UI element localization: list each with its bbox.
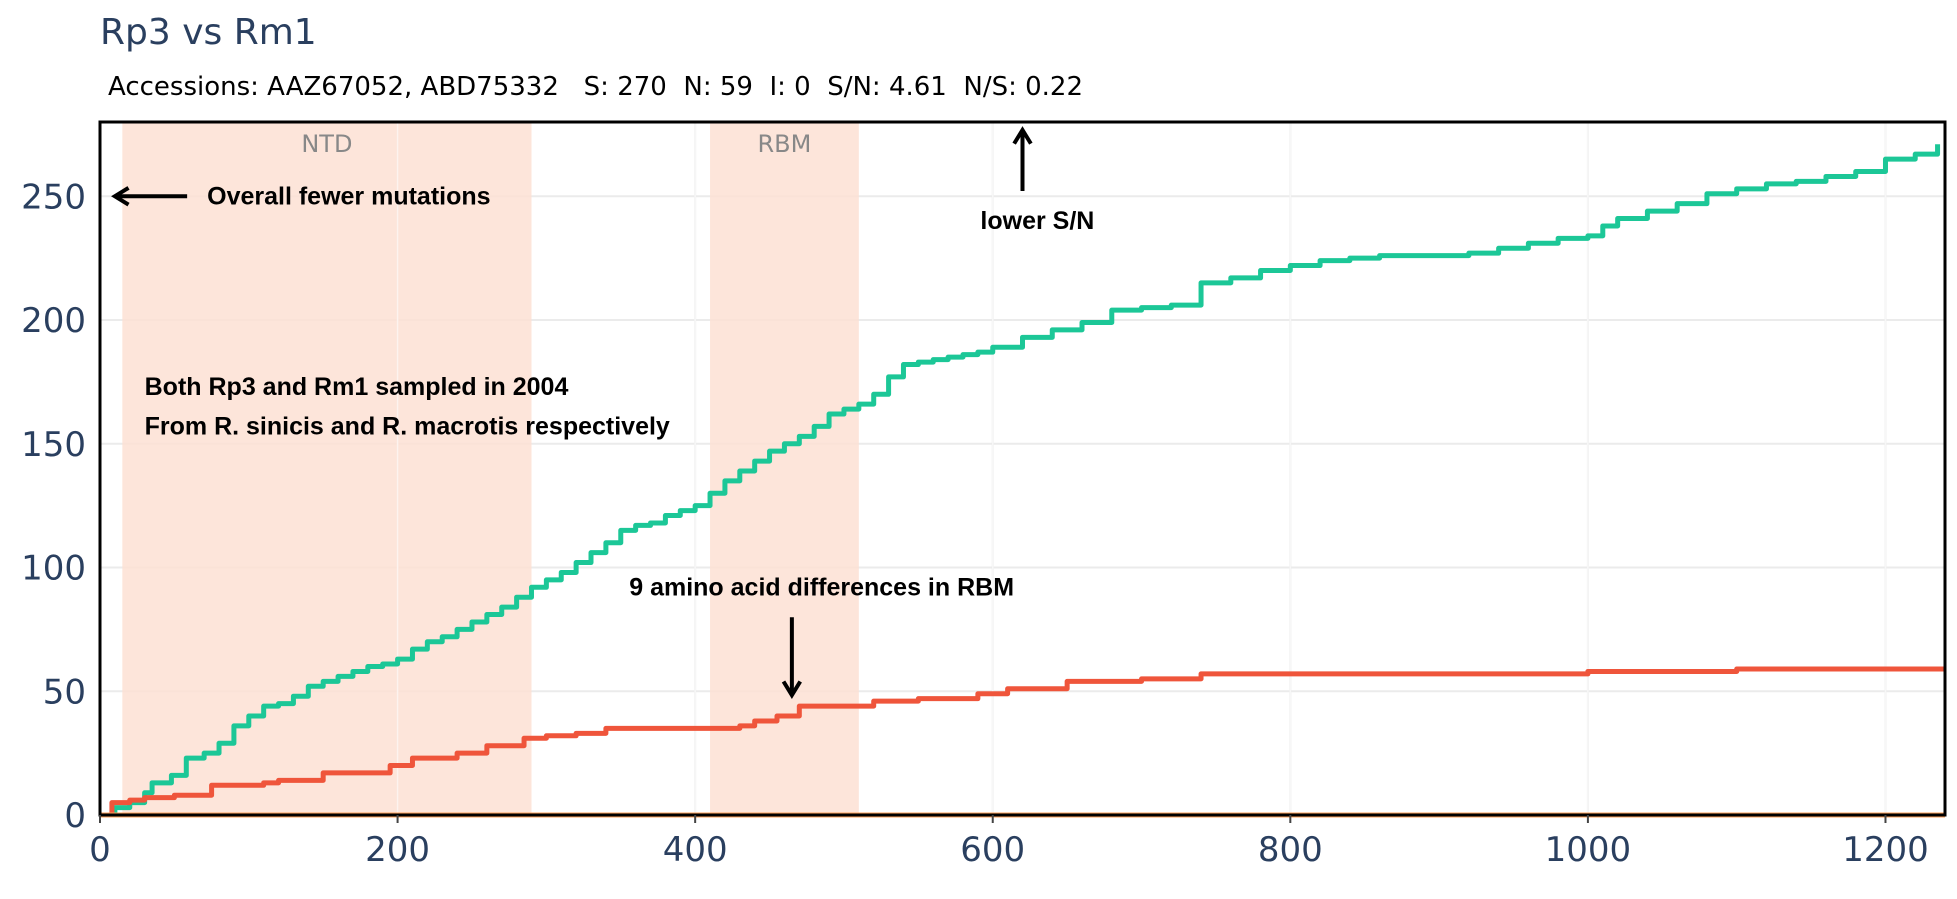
chart-subtitle: Accessions: AAZ67052, ABD75332 S: 270 N:…	[108, 72, 1083, 102]
annotation-sampled-2004: Both Rp3 and Rm1 sampled in 2004	[145, 373, 569, 401]
arrow-fewer-mutations-head	[111, 186, 130, 207]
series-line-2	[100, 666, 1945, 818]
axes-layer: 0 200 400 600 800 1000 1200 0 50 100 150 200 250	[21, 120, 1947, 870]
series-line-1	[100, 144, 1941, 818]
annotation-rbm-differences: 9 amino acid differences in RBM	[629, 573, 1014, 601]
x-tick-label: 0	[89, 830, 111, 870]
arrow-lower-sn-head	[1012, 126, 1033, 145]
x-tick-label: 400	[663, 830, 728, 870]
regions-layer: NTD RBM	[99, 122, 1887, 815]
region-rbm	[710, 122, 859, 815]
x-tick-label: 200	[365, 830, 430, 870]
plot-border	[98, 120, 1947, 817]
x-tick-label: 800	[1258, 830, 1323, 870]
chart-title: Rp3 vs Rm1	[100, 12, 317, 53]
x-tick-label: 600	[960, 830, 1025, 870]
arrow-rbm-differences-head	[781, 680, 802, 699]
x-tick-label: 1000	[1545, 830, 1632, 870]
annotation-fewer-mutations: Overall fewer mutations	[207, 182, 490, 210]
y-tick-label: 50	[43, 672, 86, 712]
y-tick-label: 0	[64, 796, 86, 836]
y-tick-label: 200	[21, 301, 86, 341]
y-tick-label: 100	[21, 549, 86, 589]
y-tick-label: 150	[21, 425, 86, 465]
region-label-rbm: RBM	[758, 130, 812, 158]
annotation-species: From R. sinicis and R. macrotis respecti…	[145, 412, 670, 440]
region-label-ntd: NTD	[301, 130, 352, 158]
annotation-lower-sn: lower S/N	[980, 207, 1094, 235]
region-ntd	[122, 122, 532, 815]
x-tick-label: 1200	[1842, 830, 1929, 870]
y-tick-label: 250	[21, 177, 86, 217]
annotations-layer: Overall fewer mutations lower S/N Both Rp3…	[111, 126, 1094, 699]
